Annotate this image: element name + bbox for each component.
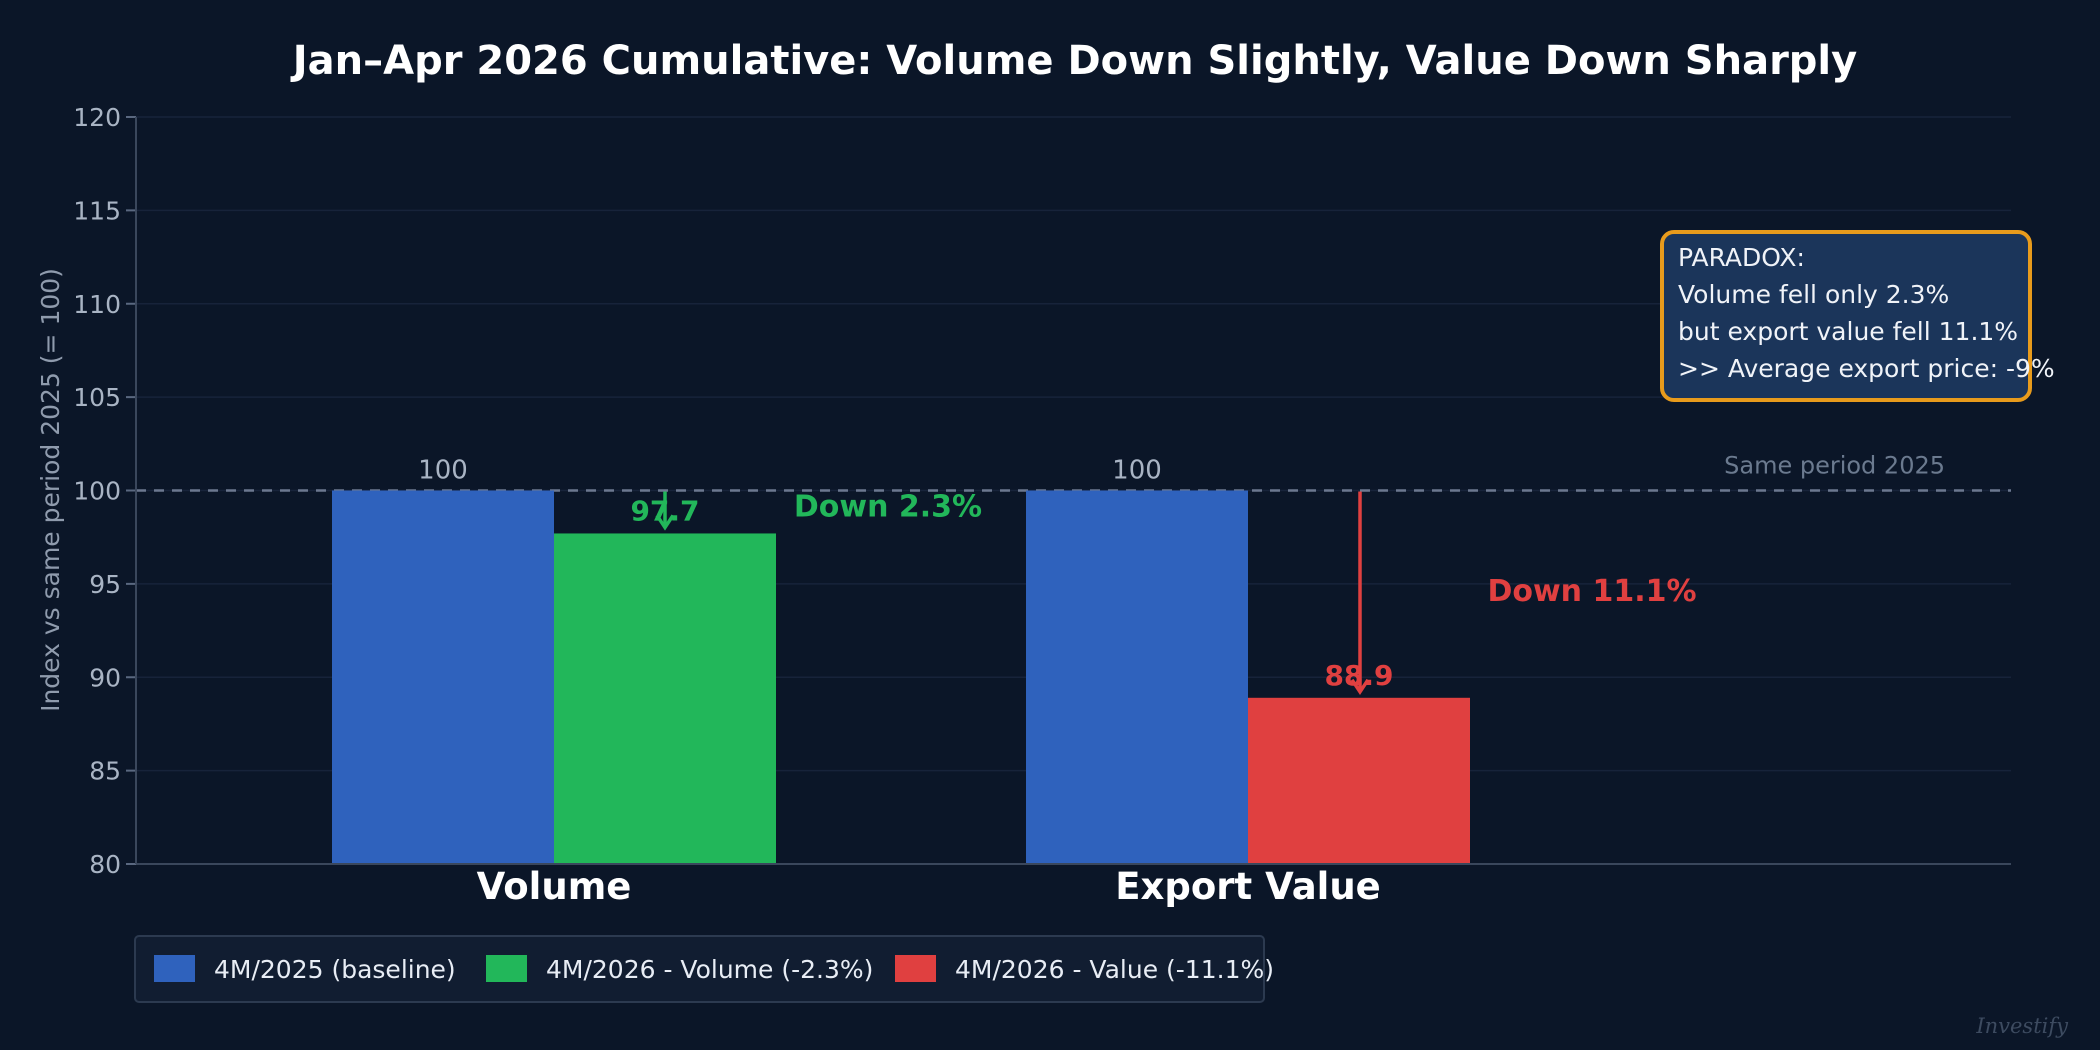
annotation-box-frame [1660,230,2032,402]
annotation-box: PARADOX: Volume fell only 2.3% but export … [1660,230,2055,402]
legend-label: 4M/2026 - Volume (-2.3%) [546,955,873,984]
y-tick-label: 120 [73,103,121,132]
x-category-label: Volume [477,865,632,908]
y-tick-label: 100 [73,477,121,506]
y-tick-label: 110 [73,290,121,319]
legend: 4M/2025 (baseline) 4M/2026 - Volume (-2.3… [134,935,1274,1003]
chart-title: Jan–Apr 2026 Cumulative: Volume Down Sli… [290,38,1857,84]
y-tick-label: 90 [89,663,121,692]
annotation-line: Volume fell only 2.3% [1678,280,1949,309]
y-tick-label: 105 [73,383,121,412]
y-axis-label: Index vs same period 2025 (= 100) [36,268,65,712]
bar-baseline [1026,490,1248,864]
legend-label: 4M/2025 (baseline) [214,955,456,984]
y-tick-label: 95 [89,570,121,599]
bar-value-label: 100 [1112,456,1162,486]
annotation-line: but export value fell 11.1% [1678,317,2018,346]
reference-line-label: Same period 2025 [1724,452,1945,480]
y-tick-label: 85 [89,757,121,786]
legend-swatch [154,955,195,982]
legend-swatch [486,955,527,982]
annotation-line: >> Average export price: -9% [1678,354,2055,383]
legend-label: 4M/2026 - Value (-11.1%) [955,955,1274,984]
legend-swatch [895,955,936,982]
change-arrow-head [655,514,675,531]
axes: 80 85 90 95 100 105 110 115 120 [73,103,2011,879]
y-tick-label: 80 [89,850,121,879]
change-label: Down 11.1% [1487,574,1696,609]
y-tick-label: 115 [73,196,121,225]
legend-frame [134,935,1265,1003]
bar-baseline [332,490,554,864]
bar-current [1248,697,1470,864]
watermark: Investify [1975,1014,2069,1038]
change-arrow-head [1350,678,1370,695]
change-label: Down 2.3% [794,490,982,525]
bars [332,490,1470,864]
bar-value-label: 100 [418,456,468,486]
bar-current [554,533,776,864]
annotation-line: PARADOX: [1678,243,1805,272]
x-category-label: Export Value [1115,865,1381,908]
